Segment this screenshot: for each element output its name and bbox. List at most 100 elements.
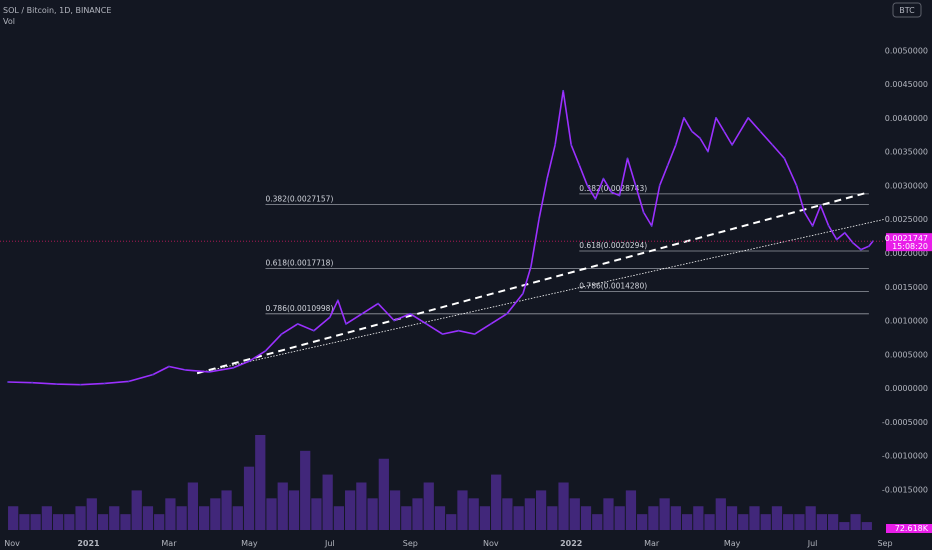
volume-bar xyxy=(423,482,434,530)
fibonacci-levels: 0.382(0.0028743) 0.382(0.0027157) 0.618(0.… xyxy=(265,184,869,315)
x-tick-label: Nov xyxy=(483,539,499,548)
price-point xyxy=(441,333,444,335)
volume-bar xyxy=(491,474,502,530)
fib-level-label: 0.382(0.0027157) xyxy=(266,195,334,204)
volume-bar xyxy=(255,435,266,530)
price-point xyxy=(103,382,106,385)
price-point xyxy=(312,329,315,332)
volume-bar xyxy=(625,490,637,530)
volume-bar xyxy=(266,498,277,530)
price-point xyxy=(872,240,874,243)
price-point xyxy=(393,319,396,322)
fib-level-label: 0.786(0.0010998) xyxy=(266,304,334,313)
price-point xyxy=(634,184,637,187)
volume-bar xyxy=(535,490,547,530)
price-point xyxy=(594,198,597,200)
price-point xyxy=(248,360,251,362)
volume-bar xyxy=(614,506,625,530)
price-point xyxy=(570,143,573,146)
volume-bar xyxy=(434,506,446,530)
fib-level-label: 0.786(0.0014280) xyxy=(579,282,647,291)
price-point xyxy=(691,130,693,133)
price-point xyxy=(843,231,846,234)
price-point xyxy=(803,211,806,214)
price-point xyxy=(859,248,862,251)
volume-bar xyxy=(378,458,389,530)
dashed-trendline[interactable] xyxy=(196,191,870,375)
current-price-badge xyxy=(886,233,932,252)
price-point xyxy=(280,333,283,335)
volume-bar xyxy=(592,514,603,530)
volume-bar xyxy=(41,506,52,530)
price-point xyxy=(586,184,589,187)
volume-bar xyxy=(828,514,839,530)
volume-bar xyxy=(805,506,816,530)
price-point xyxy=(345,323,347,325)
volume-bar xyxy=(580,506,592,530)
x-tick-label: Sep xyxy=(877,539,892,548)
price-point xyxy=(184,368,186,371)
volume-bar xyxy=(502,498,513,530)
volume-bar xyxy=(659,498,670,530)
volume-bar xyxy=(401,506,412,530)
x-tick-label: Jul xyxy=(324,539,335,548)
volume-bar xyxy=(839,522,850,530)
y-tick-label: 0.0035000 xyxy=(885,148,928,157)
price-point xyxy=(747,116,750,119)
dotted-trendline[interactable] xyxy=(197,218,886,374)
volume-bar xyxy=(64,514,75,530)
y-tick-label: 0.0010000 xyxy=(885,317,928,326)
price-point xyxy=(650,225,653,227)
y-tick-label: 0.0025000 xyxy=(885,215,928,224)
price-line xyxy=(7,90,874,386)
y-tick-label: 0.0050000 xyxy=(885,46,928,55)
volume-bar xyxy=(569,498,580,530)
price-point xyxy=(562,89,565,92)
price-point xyxy=(168,365,170,368)
price-point xyxy=(602,177,605,180)
price-point xyxy=(723,130,725,133)
price-point xyxy=(127,380,130,383)
volume-bar xyxy=(816,514,828,530)
volume-bar xyxy=(97,514,109,530)
price-point xyxy=(835,238,838,241)
current-price-value: 0.0021747 xyxy=(885,234,928,243)
y-tick-label: 0.0020000 xyxy=(885,249,928,258)
y-tick-label: -0.0015000 xyxy=(882,485,928,494)
price-point xyxy=(337,299,339,302)
volume-bar xyxy=(637,514,648,530)
price-point xyxy=(425,323,428,325)
price-point xyxy=(827,225,830,227)
price-point xyxy=(707,150,709,153)
price-point xyxy=(795,184,798,187)
y-tick-label: 0.0015000 xyxy=(885,283,928,292)
volume-bar xyxy=(704,514,715,530)
volume-bar xyxy=(479,506,491,530)
currency-badge[interactable] xyxy=(892,2,922,18)
volume-bar xyxy=(19,514,30,530)
currency-badge-group: BTC xyxy=(892,2,922,18)
price-point xyxy=(610,191,613,194)
price-point xyxy=(377,302,380,305)
x-tick-label: Jul xyxy=(807,539,818,548)
volume-bar xyxy=(356,482,367,530)
price-point xyxy=(505,312,508,315)
y-tick-label: 0.0040000 xyxy=(885,114,928,123)
volume-bar xyxy=(75,506,86,530)
y-tick-label: 0.0045000 xyxy=(885,80,928,89)
y-tick-label: 0.0000000 xyxy=(885,384,928,393)
price-point xyxy=(264,350,267,352)
price-point xyxy=(409,312,412,315)
fib-level-label: 0.382(0.0028743) xyxy=(579,184,647,193)
fib-level-label: 0.618(0.0017718) xyxy=(266,258,334,267)
volume-value-label: 72.618K xyxy=(895,524,929,533)
price-point xyxy=(361,312,363,315)
price-point xyxy=(783,157,786,160)
price-point xyxy=(7,381,9,383)
price-point xyxy=(31,381,34,384)
volume-value-badge xyxy=(886,524,932,533)
price-point xyxy=(699,137,701,140)
